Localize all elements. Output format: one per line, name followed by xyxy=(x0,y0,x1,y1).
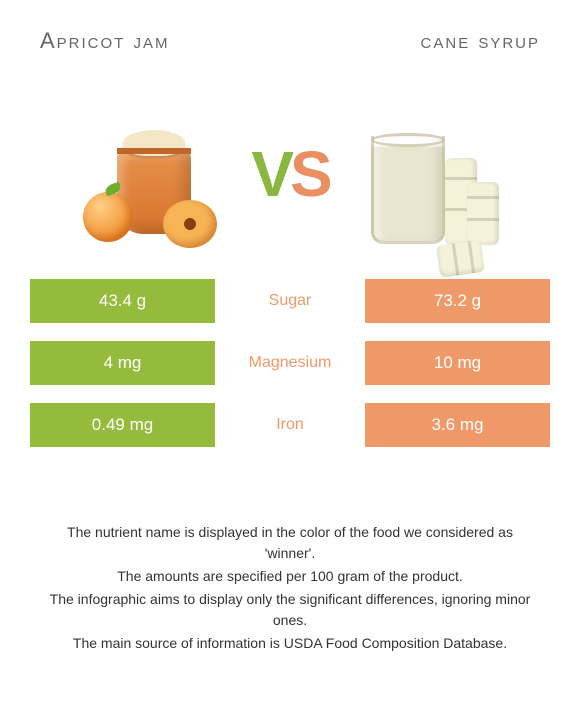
cane-icon xyxy=(467,182,499,244)
left-food-image xyxy=(69,94,239,254)
left-value-cell: 4 mg xyxy=(30,341,215,385)
apricot-half-icon xyxy=(163,200,217,248)
footnote-line: The amounts are specified per 100 gram o… xyxy=(44,566,536,587)
table-row: 4 mg Magnesium 10 mg xyxy=(30,336,550,390)
footnote-line: The infographic aims to display only the… xyxy=(44,589,536,631)
comparison-table: 43.4 g Sugar 73.2 g 4 mg Magnesium 10 mg… xyxy=(0,264,580,452)
hero-row: VS xyxy=(0,84,580,264)
footnote-line: The main source of information is USDA F… xyxy=(44,633,536,654)
table-row: 43.4 g Sugar 73.2 g xyxy=(30,274,550,328)
left-food-title: Apricot jam xyxy=(40,28,169,54)
nutrient-label: Iron xyxy=(215,403,365,447)
vs-v: V xyxy=(251,138,290,210)
apricot-icon xyxy=(83,192,133,242)
left-value-cell: 43.4 g xyxy=(30,279,215,323)
right-food-title: cane syrup xyxy=(421,28,540,54)
right-value-cell: 3.6 mg xyxy=(365,403,550,447)
footnotes: The nutrient name is displayed in the co… xyxy=(0,522,580,654)
vs-label: VS xyxy=(251,137,328,211)
left-value-cell: 0.49 mg xyxy=(30,403,215,447)
syrup-glass-icon xyxy=(371,136,445,244)
right-value-cell: 73.2 g xyxy=(365,279,550,323)
cane-icon xyxy=(437,240,485,278)
footnote-line: The nutrient name is displayed in the co… xyxy=(44,522,536,564)
right-food-image xyxy=(341,94,511,254)
right-value-cell: 10 mg xyxy=(365,341,550,385)
nutrient-label: Sugar xyxy=(215,279,365,323)
table-row: 0.49 mg Iron 3.6 mg xyxy=(30,398,550,452)
nutrient-label: Magnesium xyxy=(215,341,365,385)
vs-s: S xyxy=(290,138,329,210)
